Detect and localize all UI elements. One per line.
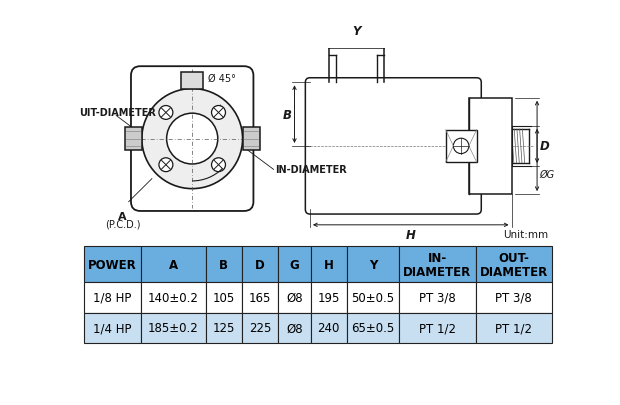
- Circle shape: [159, 158, 173, 172]
- Circle shape: [211, 106, 226, 120]
- Text: A: A: [118, 211, 126, 222]
- Bar: [399, 247, 476, 282]
- Bar: [141, 247, 206, 282]
- Text: IN-
DIAMETER: IN- DIAMETER: [403, 251, 472, 278]
- Circle shape: [159, 106, 173, 120]
- Text: Y: Y: [352, 25, 361, 38]
- Text: UIT-DIAMETER: UIT-DIAMETER: [79, 107, 156, 117]
- Circle shape: [167, 114, 218, 164]
- Text: G: G: [290, 258, 299, 271]
- Text: 240: 240: [317, 322, 340, 335]
- Bar: [141, 313, 206, 343]
- Bar: [347, 282, 399, 313]
- Text: H: H: [324, 258, 334, 271]
- Bar: [206, 313, 242, 343]
- Text: PT 3/8: PT 3/8: [419, 291, 456, 304]
- Bar: [278, 282, 311, 313]
- Bar: [311, 282, 347, 313]
- Bar: [399, 313, 476, 343]
- Text: Y: Y: [369, 258, 377, 271]
- Circle shape: [142, 90, 242, 189]
- Text: 50±0.5: 50±0.5: [352, 291, 394, 304]
- Text: A: A: [169, 258, 178, 271]
- Bar: [242, 247, 278, 282]
- FancyBboxPatch shape: [306, 79, 481, 215]
- Bar: [125, 128, 142, 151]
- Bar: [242, 282, 278, 313]
- Bar: [399, 282, 476, 313]
- Text: 140±0.2: 140±0.2: [148, 291, 199, 304]
- Text: ØG: ØG: [539, 170, 554, 179]
- Bar: [182, 72, 203, 90]
- Text: D: D: [540, 140, 550, 153]
- Text: 225: 225: [249, 322, 272, 335]
- Text: PT 3/8: PT 3/8: [495, 291, 532, 304]
- Bar: [347, 247, 399, 282]
- Text: PT 1/2: PT 1/2: [495, 322, 532, 335]
- Bar: [141, 282, 206, 313]
- Circle shape: [211, 158, 226, 172]
- Text: 105: 105: [213, 291, 235, 304]
- Text: 1/8 HP: 1/8 HP: [93, 291, 131, 304]
- Text: Ø8: Ø8: [286, 291, 303, 304]
- Text: H: H: [406, 228, 415, 241]
- Text: 185±0.2: 185±0.2: [148, 322, 198, 335]
- Bar: [446, 130, 477, 163]
- Text: B: B: [282, 109, 291, 122]
- Text: B: B: [219, 258, 228, 271]
- Bar: [476, 282, 552, 313]
- Bar: [311, 313, 347, 343]
- Bar: [278, 313, 311, 343]
- Bar: [84, 282, 141, 313]
- Bar: [278, 247, 311, 282]
- Bar: [84, 313, 141, 343]
- Bar: [242, 128, 260, 151]
- Text: (P.C.D.): (P.C.D.): [105, 219, 140, 229]
- Text: 1/4 HP: 1/4 HP: [93, 322, 131, 335]
- Text: 125: 125: [213, 322, 235, 335]
- Bar: [469, 98, 512, 194]
- Text: 195: 195: [317, 291, 340, 304]
- Text: OUT-
DIAMETER: OUT- DIAMETER: [479, 251, 548, 278]
- Text: 65±0.5: 65±0.5: [352, 322, 395, 335]
- Text: POWER: POWER: [88, 258, 136, 271]
- Bar: [347, 313, 399, 343]
- Bar: [206, 247, 242, 282]
- Text: IN-DIAMETER: IN-DIAMETER: [275, 165, 347, 175]
- Text: 165: 165: [249, 291, 272, 304]
- FancyBboxPatch shape: [131, 67, 254, 211]
- Bar: [242, 313, 278, 343]
- Text: PT 1/2: PT 1/2: [419, 322, 456, 335]
- Bar: [476, 313, 552, 343]
- Bar: [311, 247, 347, 282]
- Text: Ø 45°: Ø 45°: [208, 74, 236, 84]
- Bar: [206, 282, 242, 313]
- Text: Unit:mm: Unit:mm: [503, 229, 549, 239]
- Circle shape: [453, 139, 469, 154]
- Bar: [476, 247, 552, 282]
- Text: D: D: [255, 258, 265, 271]
- Text: Ø8: Ø8: [286, 322, 303, 335]
- Bar: [84, 247, 141, 282]
